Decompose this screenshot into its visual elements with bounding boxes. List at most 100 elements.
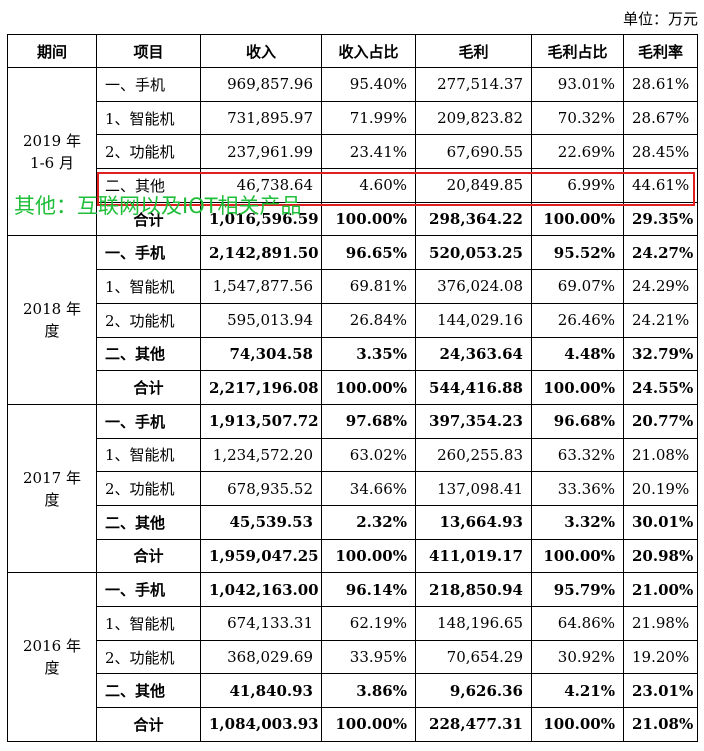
table-row: 2016 年度一、手机 1,042,163.00 96.14% 218,850.94 9… <box>7 572 698 742</box>
item-cell: 一、手机 <box>96 572 201 607</box>
gross-profit-cell: 20,849.85 <box>415 168 532 203</box>
period-label-line1: 2019 年 <box>23 131 81 150</box>
revenue-share-cell: 4.60% <box>321 168 416 203</box>
gross-profit-cell: 397,354.23 <box>415 403 532 439</box>
header-gross-profit: 毛利 <box>415 34 532 68</box>
header-item: 项目 <box>96 34 201 68</box>
gross-share-cell: 95.79% <box>531 572 624 607</box>
item-cell: 一、手机 <box>96 403 201 439</box>
revenue-share-cell: 33.95% <box>321 639 416 675</box>
gross-share-cell: 22.69% <box>531 134 624 170</box>
item-cell: 2、功能机 <box>96 302 201 338</box>
item-cell: 1、智能机 <box>96 269 201 304</box>
gross-share-cell: 63.32% <box>531 437 624 473</box>
table-row: 二、其他 45,539.53 2.32% 13,664.93 3.32% 30.01% <box>8 504 698 540</box>
gross-profit-cell: 376,024.08 <box>415 269 532 304</box>
gross-profit-cell: 70,654.29 <box>415 639 532 675</box>
table-row: 合计 1,959,047.25 100.00% 411,019.17 100.00% 20… <box>8 538 698 574</box>
revenue-cell: 1,042,163.00 <box>200 572 322 607</box>
gross-profit-cell: 9,626.36 <box>415 673 532 709</box>
revenue-share-cell: 100.00% <box>321 201 416 237</box>
table-row: 2018 年度一、手机 2,142,891.50 96.65% 520,053.25 9… <box>7 235 698 405</box>
gross-profit-cell: 144,029.16 <box>415 302 532 338</box>
gross-profit-cell: 411,019.17 <box>415 538 532 574</box>
revenue-share-cell: 34.66% <box>321 471 416 506</box>
gross-margin-cell: 19.20% <box>623 639 698 675</box>
table-row: 2、功能机 678,935.52 34.66% 137,098.41 33.36% 20.… <box>8 471 698 506</box>
header-row: 期间 项目 收入 收入占比 毛利 毛利占比 毛利率 <box>7 34 698 68</box>
item-cell: 1、智能机 <box>96 100 201 136</box>
gross-profit-cell: 148,196.65 <box>415 606 532 641</box>
item-cell: 二、其他 <box>96 673 201 709</box>
gross-profit-cell: 260,255.83 <box>415 437 532 473</box>
gross-profit-cell: 544,416.88 <box>415 370 532 405</box>
period-label-line2: 度 <box>44 322 60 341</box>
gross-margin-cell: 29.35% <box>623 201 698 237</box>
gross-margin-cell: 21.08% <box>623 707 698 742</box>
item-cell: 合计 <box>96 538 201 574</box>
gross-share-cell: 93.01% <box>531 67 624 102</box>
table-row: 2017 年度一、手机 1,913,507.72 97.68% 397,354.23 9… <box>7 403 698 574</box>
item-cell: 2、功能机 <box>96 471 201 506</box>
revenue-cell: 1,547,877.56 <box>200 269 322 304</box>
table-row: 二、其他 74,304.58 3.35% 24,363.64 4.48% 32.79% <box>8 336 698 372</box>
period-label-line2: 1-6 月 <box>30 153 74 172</box>
gross-share-cell: 100.00% <box>531 707 624 742</box>
gross-share-cell: 4.48% <box>531 336 624 372</box>
gross-profit-cell: 137,098.41 <box>415 471 532 506</box>
gross-margin-cell: 24.27% <box>623 235 698 271</box>
gross-share-cell: 95.52% <box>531 235 624 271</box>
gross-profit-cell: 298,364.22 <box>415 201 532 237</box>
unit-label: 单位：万元 <box>622 10 698 28</box>
table-row: 2、功能机 237,961.99 23.41% 67,690.55 22.69% 28.4… <box>8 134 698 170</box>
item-cell: 合计 <box>96 370 201 405</box>
gross-margin-cell: 30.01% <box>623 504 698 540</box>
period-cell: 2018 年度 <box>7 235 97 405</box>
revenue-cell: 731,895.97 <box>200 100 322 136</box>
gross-margin-cell: 24.21% <box>623 302 698 338</box>
revenue-share-cell: 100.00% <box>321 538 416 574</box>
revenue-share-cell: 100.00% <box>321 707 416 742</box>
gross-margin-cell: 21.98% <box>623 606 698 641</box>
header-revenue-share: 收入占比 <box>321 34 416 68</box>
gross-margin-cell: 28.61% <box>623 67 698 102</box>
revenue-share-cell: 62.19% <box>321 606 416 641</box>
item-cell: 二、其他 <box>96 504 201 540</box>
revenue-cell: 1,959,047.25 <box>200 538 322 574</box>
table-row: 合计 1,084,003.93 100.00% 228,477.31 100.00% 21… <box>8 707 698 742</box>
table-row: 1、智能机 731,895.97 71.99% 209,823.82 70.32% 28.… <box>8 100 698 136</box>
item-cell: 二、其他 <box>96 336 201 372</box>
item-cell: 1、智能机 <box>96 437 201 473</box>
item-cell: 2、功能机 <box>96 639 201 675</box>
revenue-share-cell: 3.35% <box>321 336 416 372</box>
header-gross-share: 毛利占比 <box>531 34 624 68</box>
table-row: 1、智能机 1,547,877.56 69.81% 376,024.08 69.07% 2… <box>8 269 698 304</box>
gross-share-cell: 64.86% <box>531 606 624 641</box>
revenue-share-cell: 95.40% <box>321 67 416 102</box>
table-row: 2019 年 1-6 月 一、手机 969,857.96 95.40% 277,514.3… <box>7 66 698 237</box>
period-cell: 2016 年度 <box>7 572 97 742</box>
revenue-cell: 2,217,196.08 <box>200 370 322 405</box>
gross-share-cell: 100.00% <box>531 538 624 574</box>
gross-margin-cell: 44.61% <box>623 168 698 203</box>
gross-profit-cell: 67,690.55 <box>415 134 532 170</box>
revenue-share-cell: 71.99% <box>321 100 416 136</box>
revenue-share-cell: 63.02% <box>321 437 416 473</box>
gross-share-cell: 33.36% <box>531 471 624 506</box>
table-row: 二、其他 41,840.93 3.86% 9,626.36 4.21% 23.01% <box>8 673 698 709</box>
gross-share-cell: 70.32% <box>531 100 624 136</box>
revenue-share-cell: 3.86% <box>321 673 416 709</box>
period-cell: 2017 年度 <box>7 403 97 574</box>
gross-profit-cell: 218,850.94 <box>415 572 532 607</box>
gross-margin-cell: 20.98% <box>623 538 698 574</box>
gross-share-cell: 69.07% <box>531 269 624 304</box>
table-row: 合计 2,217,196.08 100.00% 544,416.88 100.00% 24… <box>8 370 698 405</box>
gross-margin-cell: 32.79% <box>623 336 698 372</box>
revenue-cell: 1,913,507.72 <box>200 403 322 439</box>
revenue-cell: 678,935.52 <box>200 471 322 506</box>
period-cell: 2019 年 1-6 月 <box>7 66 97 237</box>
gross-share-cell: 4.21% <box>531 673 624 709</box>
revenue-cell: 1,234,572.20 <box>200 437 322 473</box>
revenue-share-cell: 97.68% <box>321 403 416 439</box>
revenue-share-cell: 69.81% <box>321 269 416 304</box>
